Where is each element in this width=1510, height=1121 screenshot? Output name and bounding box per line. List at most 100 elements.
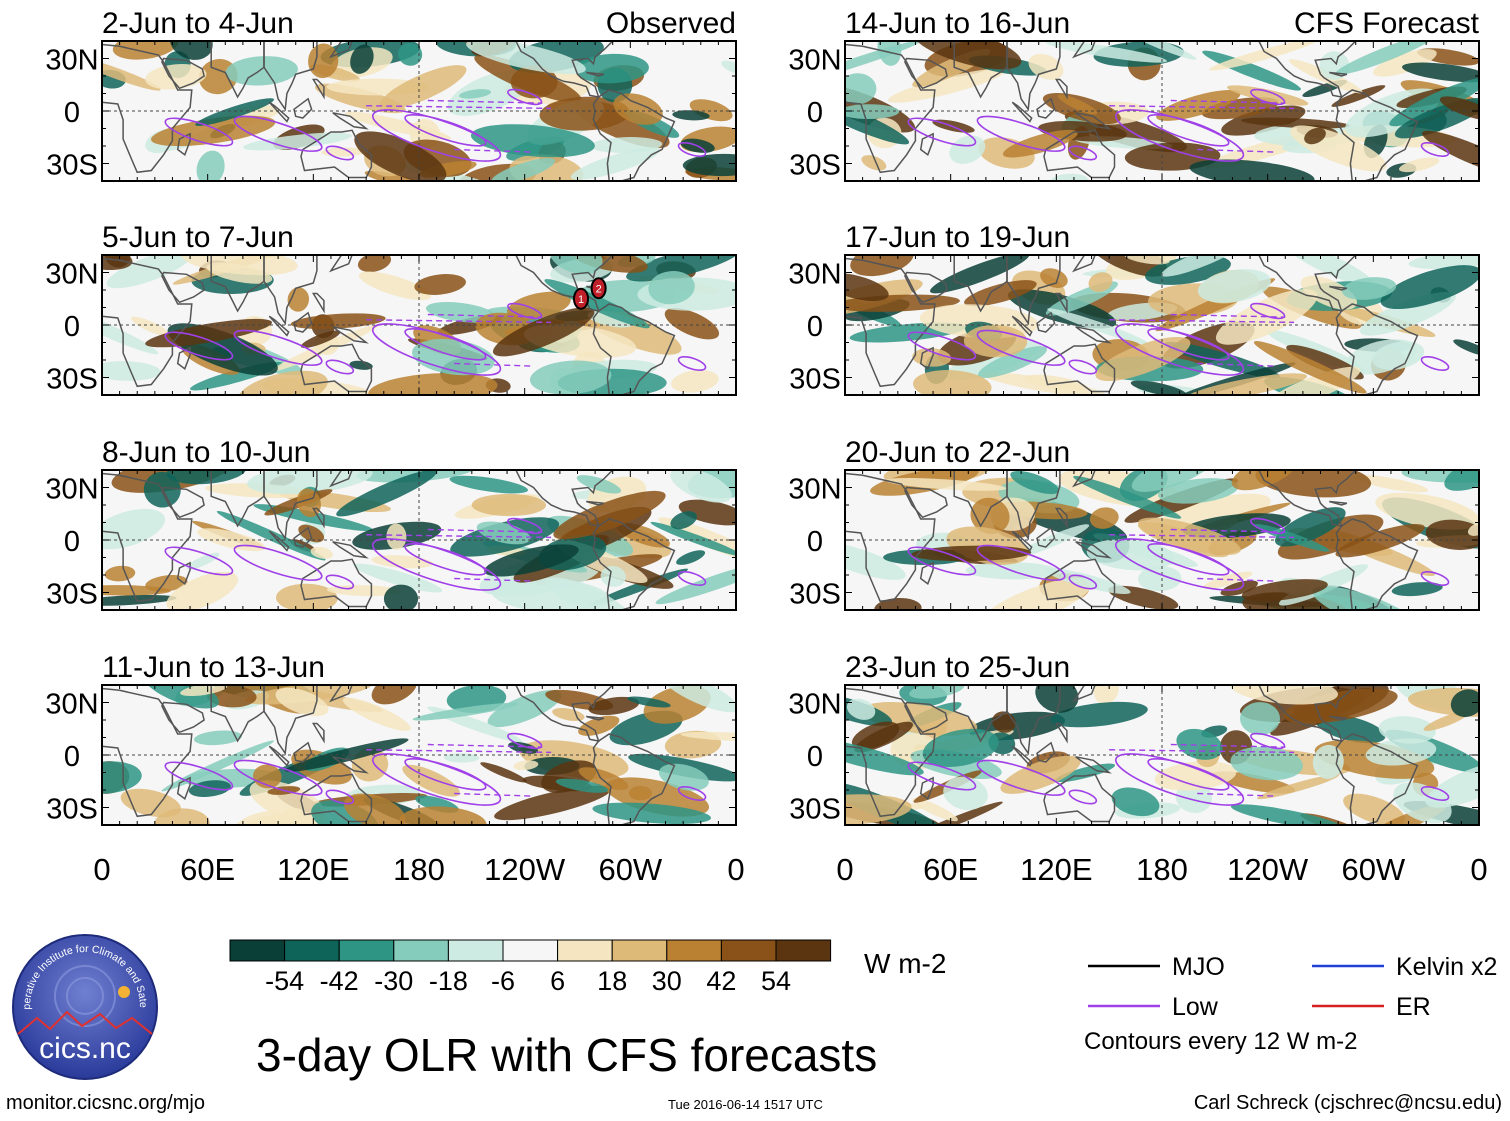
low-contour (164, 761, 234, 791)
olr-anomaly-patch (592, 802, 712, 824)
coastline (332, 541, 369, 559)
colorbar-swatch (611, 939, 668, 962)
olr-anomaly-patch (887, 68, 1006, 103)
olr-anomaly-patch (845, 97, 910, 145)
low-contour-negative (454, 577, 534, 582)
olr-anomaly-patch (196, 150, 225, 181)
low-contour (164, 117, 234, 147)
low-contour (325, 145, 355, 161)
coastline (586, 715, 605, 721)
coastline (1071, 255, 1096, 273)
olr-anomaly-patch (1154, 761, 1237, 791)
coastline (268, 745, 290, 767)
olr-anomaly-patch (102, 594, 177, 606)
olr-anomaly-patch (243, 132, 352, 151)
olr-anomaly-patch (600, 565, 626, 587)
coastline (919, 561, 934, 585)
coastline (293, 97, 313, 119)
colorbar: -54 -42 -30 -18 -6 6 18 30 42 54 (229, 939, 832, 996)
coastline (263, 255, 318, 326)
low-contour (164, 546, 234, 576)
coastline (1043, 129, 1116, 179)
coastline (1006, 41, 1061, 112)
coastline (210, 255, 265, 313)
olr-anomaly-patch (484, 544, 579, 577)
low-contour (1068, 359, 1098, 375)
y-tick-label: 30N (788, 689, 841, 721)
coastline (1036, 741, 1056, 763)
olr-anomaly-patch (670, 470, 732, 503)
coastline (515, 685, 614, 742)
coastline (515, 470, 614, 527)
y-tick-label: 0 (807, 741, 823, 773)
coastline (1054, 722, 1068, 744)
olr-anomaly-patch (680, 731, 736, 742)
olr-anomaly-patch (193, 730, 243, 746)
coastline (919, 346, 934, 370)
coastline (176, 776, 191, 800)
coastline (176, 561, 191, 585)
low-contour (677, 142, 707, 157)
y-tick-label: 0 (64, 311, 80, 343)
olr-anomaly-patch (576, 475, 622, 494)
olr-anomaly-patch (1161, 255, 1243, 277)
olr-anomaly-patch (1402, 62, 1479, 83)
low-contour (404, 542, 487, 576)
olr-anomaly-patch (1335, 41, 1438, 76)
olr-anomaly-patch (648, 271, 695, 305)
olr-anomaly-patch (980, 577, 1092, 610)
coastline (592, 733, 676, 825)
coastline (161, 57, 205, 90)
low-contour (1068, 145, 1098, 161)
y-tick-label: 30S (789, 364, 841, 396)
coastline (592, 518, 676, 610)
olr-anomaly-patch (1045, 41, 1167, 63)
olr-anomaly-patch (180, 685, 228, 697)
olr-anomaly-patch (1373, 49, 1437, 77)
low-contour-negative (1197, 792, 1277, 797)
coastline (328, 255, 353, 273)
coastline (1335, 303, 1419, 395)
panel-period: 8-Jun to 10-Jun (102, 436, 310, 469)
coastline (1258, 685, 1357, 742)
legend: MJO Kelvin x2 Low ER (1088, 953, 1497, 1021)
coastline (102, 43, 193, 174)
coastline (1043, 558, 1116, 608)
olr-anomaly-patch (102, 585, 171, 596)
x-tick-label: 60W (598, 852, 662, 887)
coastline (953, 255, 1008, 313)
low-contour (1420, 786, 1450, 801)
coastline (1011, 101, 1033, 123)
coastline (1006, 470, 1061, 541)
olr-anomaly-patch (368, 372, 498, 395)
low-contour (404, 757, 487, 791)
low-contour (1147, 113, 1230, 147)
coastline (102, 687, 193, 818)
x-tick-label: 180 (393, 852, 445, 887)
low-contour-negative (1170, 99, 1286, 104)
colorbar-tick-label: -18 (429, 966, 468, 996)
olr-anomaly-patch (1123, 255, 1170, 265)
panel-period: 23-Jun to 25-Jun (845, 651, 1070, 684)
contour-note: Contours every 12 W m-2 (1084, 1028, 1358, 1055)
olr-anomaly-patch (578, 715, 620, 736)
low-contour (1147, 327, 1230, 361)
colorbar-tick-label: 6 (550, 966, 565, 996)
olr-anomaly-patch (513, 760, 539, 771)
coastline (332, 326, 369, 344)
olr-anomaly-patch (371, 555, 434, 569)
coastline (515, 41, 614, 98)
olr-anomaly-patch (466, 41, 586, 75)
olr-anomaly-field (845, 41, 1479, 181)
olr-anomaly-patch (912, 798, 958, 822)
low-contour (404, 113, 487, 147)
olr-anomaly-patch (613, 93, 663, 125)
site-url[interactable]: monitor.cicsnc.org/mjo (6, 1092, 205, 1114)
olr-anomaly-field (102, 255, 736, 395)
olr-anomaly-patch (1047, 308, 1150, 345)
x-tick-label: 0 (727, 852, 744, 887)
colorbar-tick-label: 30 (652, 966, 682, 996)
coastline (263, 470, 318, 541)
